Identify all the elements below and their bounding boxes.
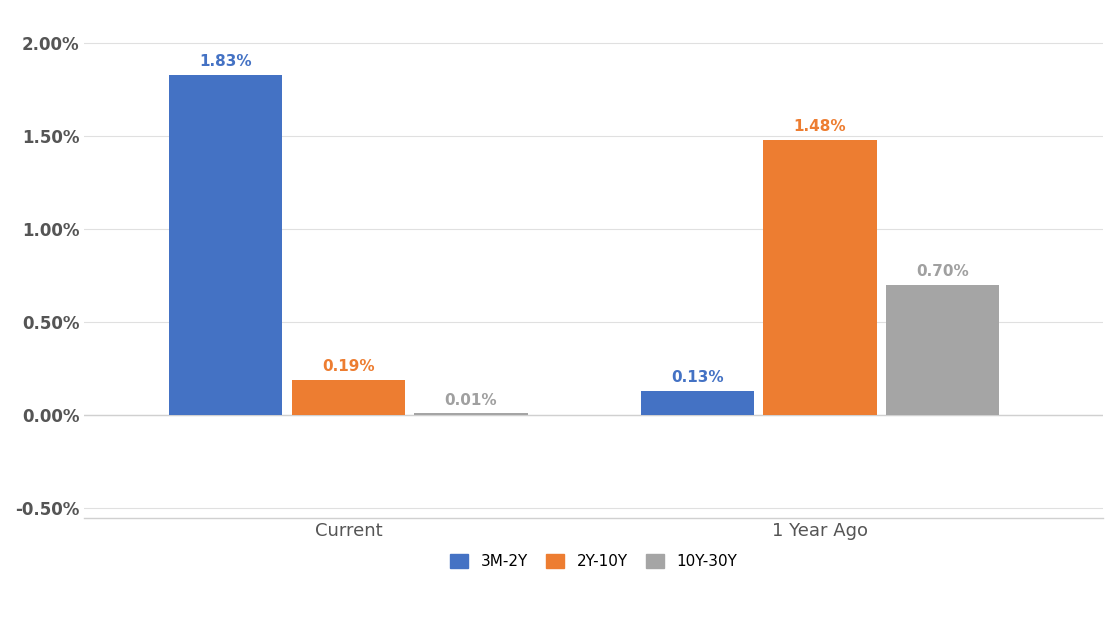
Text: 0.13%: 0.13%: [671, 371, 723, 386]
Text: 0.01%: 0.01%: [445, 392, 498, 408]
Text: 0.70%: 0.70%: [917, 264, 969, 279]
Bar: [887, 285, 999, 415]
Legend: 3M-2Y, 2Y-10Y, 10Y-30Y: 3M-2Y, 2Y-10Y, 10Y-30Y: [444, 548, 743, 575]
Text: 1.48%: 1.48%: [794, 119, 846, 134]
Bar: [415, 413, 528, 415]
Text: 1.83%: 1.83%: [199, 54, 252, 69]
Bar: [641, 391, 754, 415]
Bar: [764, 140, 877, 415]
Bar: [169, 74, 283, 415]
Bar: [292, 380, 405, 415]
Text: 0.19%: 0.19%: [322, 359, 375, 374]
